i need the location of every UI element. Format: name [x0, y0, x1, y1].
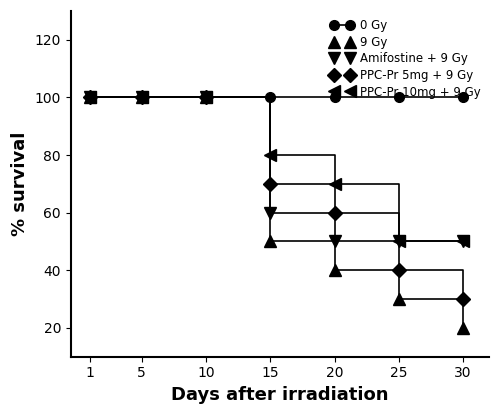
0 Gy: [332, 95, 338, 100]
Line: 0 Gy: 0 Gy: [85, 93, 468, 103]
PPC-Pr 10mg + 9 Gy: [203, 95, 209, 100]
9 Gy: [332, 268, 338, 273]
Amifostine + 9 Gy: [396, 239, 402, 244]
PPC-Pr 5mg + 9 Gy: [267, 181, 273, 186]
Line: PPC-Pr 10mg + 9 Gy: PPC-Pr 10mg + 9 Gy: [84, 91, 469, 248]
PPC-Pr 10mg + 9 Gy: [87, 95, 93, 100]
Legend: 0 Gy, 9 Gy, Amifostine + 9 Gy, PPC-Pr 5mg + 9 Gy, PPC-Pr 10mg + 9 Gy: 0 Gy, 9 Gy, Amifostine + 9 Gy, PPC-Pr 5m…: [328, 17, 483, 101]
PPC-Pr 5mg + 9 Gy: [332, 210, 338, 215]
9 Gy: [138, 95, 144, 100]
PPC-Pr 10mg + 9 Gy: [267, 153, 273, 158]
9 Gy: [396, 297, 402, 302]
PPC-Pr 10mg + 9 Gy: [396, 239, 402, 244]
PPC-Pr 10mg + 9 Gy: [332, 181, 338, 186]
Line: 9 Gy: 9 Gy: [84, 92, 468, 333]
9 Gy: [203, 95, 209, 100]
Amifostine + 9 Gy: [138, 95, 144, 100]
0 Gy: [396, 95, 402, 100]
Amifostine + 9 Gy: [87, 95, 93, 100]
0 Gy: [138, 95, 144, 100]
Amifostine + 9 Gy: [267, 210, 273, 215]
PPC-Pr 5mg + 9 Gy: [138, 95, 144, 100]
Y-axis label: % survival: % survival: [11, 132, 29, 236]
9 Gy: [87, 95, 93, 100]
0 Gy: [87, 95, 93, 100]
X-axis label: Days after irradiation: Days after irradiation: [171, 386, 388, 404]
PPC-Pr 5mg + 9 Gy: [396, 268, 402, 273]
0 Gy: [267, 95, 273, 100]
9 Gy: [267, 239, 273, 244]
PPC-Pr 5mg + 9 Gy: [87, 95, 93, 100]
Amifostine + 9 Gy: [460, 239, 466, 244]
0 Gy: [460, 95, 466, 100]
Amifostine + 9 Gy: [332, 239, 338, 244]
0 Gy: [203, 95, 209, 100]
Line: Amifostine + 9 Gy: Amifostine + 9 Gy: [84, 91, 469, 248]
Amifostine + 9 Gy: [203, 95, 209, 100]
PPC-Pr 5mg + 9 Gy: [203, 95, 209, 100]
Line: PPC-Pr 5mg + 9 Gy: PPC-Pr 5mg + 9 Gy: [85, 93, 468, 304]
PPC-Pr 10mg + 9 Gy: [460, 239, 466, 244]
PPC-Pr 10mg + 9 Gy: [138, 95, 144, 100]
9 Gy: [460, 325, 466, 330]
PPC-Pr 5mg + 9 Gy: [460, 297, 466, 302]
